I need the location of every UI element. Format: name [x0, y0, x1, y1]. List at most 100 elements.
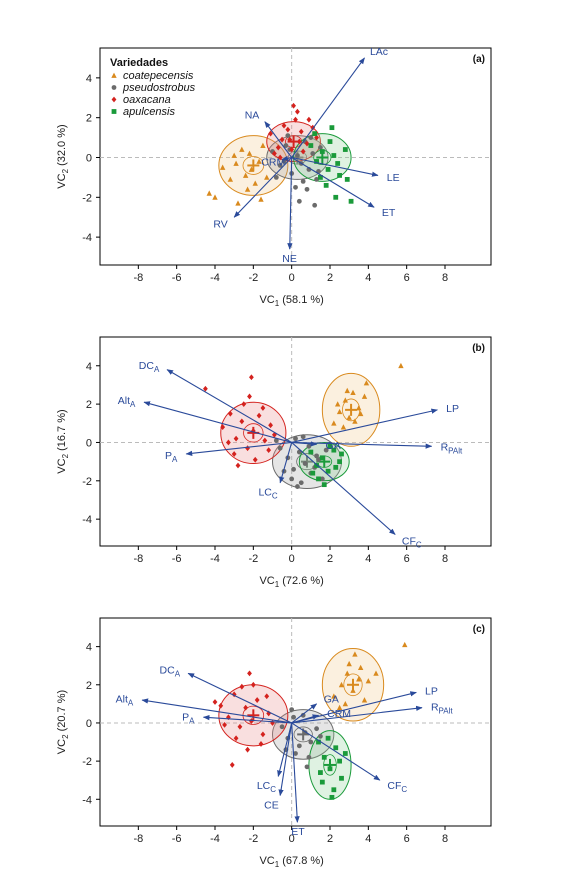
- mean-ellipse-apulcensis: [323, 754, 337, 776]
- point-oaxacana: [233, 435, 239, 442]
- mean-ellipse-coatepecensis: [343, 673, 363, 697]
- point-oaxacana: [239, 418, 245, 425]
- point-oaxacana: [300, 148, 306, 155]
- x-tick-label: 6: [404, 833, 410, 845]
- x-axis-label: VC1 (67.8 %): [259, 855, 323, 869]
- point-apulcensis: [325, 167, 331, 172]
- legend-title: Variedades: [110, 57, 168, 69]
- x-tick-label: -8: [133, 833, 143, 845]
- vector-label-lc: LCC: [257, 780, 276, 794]
- point-pseudostrobus: [293, 751, 298, 756]
- loading-vector-ne: [287, 157, 293, 250]
- vector-label-rv: RV: [213, 219, 227, 231]
- point-pseudostrobus: [312, 202, 318, 208]
- point-pseudostrobus: [273, 175, 279, 180]
- point-coatepecensis: [402, 641, 408, 648]
- point-pseudostrobus: [296, 198, 302, 204]
- legend-entry-coatepecensis: coatepecensis: [123, 70, 194, 82]
- point-oaxacana: [260, 731, 266, 738]
- loading-vector-ce: [278, 722, 293, 797]
- point-coatepecensis: [352, 418, 358, 424]
- point-coatepecensis: [331, 420, 337, 426]
- point-oaxacana: [229, 762, 235, 768]
- point-oaxacana: [298, 128, 304, 135]
- point-coatepecensis: [258, 196, 264, 202]
- y-tick-label: 2: [86, 399, 92, 411]
- vector-label-ga: GA: [324, 693, 339, 705]
- y-tick-label: -4: [82, 514, 92, 526]
- y-tick-label: 0: [86, 437, 92, 449]
- point-oaxacana: [279, 136, 285, 143]
- point-oaxacana: [310, 124, 316, 131]
- y-axis-label: VC2 (32.0 %): [56, 124, 70, 188]
- point-apulcensis: [331, 153, 337, 158]
- point-oaxacana: [203, 385, 208, 392]
- point-pseudostrobus: [300, 178, 306, 184]
- point-apulcensis: [337, 459, 342, 465]
- point-coatepecensis: [344, 387, 350, 394]
- y-tick-label: 0: [86, 718, 92, 730]
- point-coatepecensis: [336, 704, 343, 711]
- point-apulcensis: [325, 468, 331, 474]
- point-pseudostrobus: [279, 724, 285, 730]
- point-oaxacana: [243, 704, 249, 711]
- point-pseudostrobus: [323, 447, 329, 453]
- loading-vector-p: [185, 441, 292, 456]
- legend: Variedadescoatepecensispseudostrobusoaxa…: [110, 57, 196, 118]
- loading-vector-lc: [279, 442, 293, 484]
- point-oaxacana: [277, 154, 283, 161]
- x-tick-label: 6: [404, 553, 410, 565]
- point-coatepecensis: [356, 676, 362, 682]
- point-pseudostrobus: [293, 184, 298, 190]
- point-oaxacana: [212, 699, 218, 705]
- point-coatepecensis: [357, 664, 364, 671]
- vector-label-cf: CFC: [387, 780, 407, 794]
- point-coatepecensis: [334, 401, 341, 407]
- point-pseudostrobus: [304, 186, 310, 192]
- x-tick-label: 4: [365, 833, 371, 845]
- point-coatepecensis: [346, 660, 352, 667]
- point-apulcensis: [331, 447, 337, 453]
- point-coatepecensis: [235, 200, 241, 206]
- point-oaxacana: [249, 374, 254, 381]
- x-tick-label: -4: [210, 553, 220, 565]
- point-pseudostrobus: [316, 457, 321, 463]
- point-coatepecensis: [350, 389, 356, 396]
- vector-label-lp: LP: [446, 403, 459, 415]
- point-pseudostrobus: [295, 153, 300, 158]
- point-coatepecensis: [398, 362, 404, 369]
- legend-entry-oaxacana: oaxacana: [123, 94, 171, 106]
- point-pseudostrobus: [319, 476, 325, 482]
- point-apulcensis: [318, 770, 323, 775]
- vector-label-r: RPAlt: [441, 442, 463, 456]
- point-apulcensis: [314, 463, 319, 468]
- loading-vector-lc: [277, 722, 293, 778]
- y-tick-label: -2: [82, 476, 92, 488]
- point-pseudostrobus: [285, 133, 291, 138]
- point-apulcensis: [344, 176, 350, 182]
- legend-marker-oaxacana: [111, 96, 117, 103]
- point-apulcensis: [333, 194, 339, 200]
- point-pseudostrobus: [304, 764, 310, 770]
- loading-vector-lp: [291, 408, 438, 443]
- vector-label-lp: LP: [425, 685, 438, 697]
- vector-label-crm: CRM: [261, 156, 285, 168]
- legend-entry-apulcensis: apulcensis: [123, 106, 175, 118]
- loading-vector-r: [291, 441, 433, 449]
- x-tick-label: -6: [172, 272, 182, 284]
- legend-marker-coatepecensis: [111, 72, 117, 78]
- vector-label-lc: LCC: [258, 486, 277, 500]
- point-apulcensis: [333, 745, 339, 751]
- point-oaxacana: [227, 410, 233, 417]
- x-tick-label: 0: [289, 833, 295, 845]
- x-tick-label: 2: [327, 272, 333, 284]
- x-tick-label: -6: [172, 833, 182, 845]
- vector-label-et: ET: [291, 826, 305, 838]
- point-apulcensis: [316, 476, 321, 482]
- point-apulcensis: [319, 779, 325, 785]
- point-coatepecensis: [336, 408, 343, 415]
- point-apulcensis: [325, 735, 331, 741]
- point-pseudostrobus: [300, 712, 306, 718]
- point-pseudostrobus: [289, 707, 295, 712]
- point-apulcensis: [323, 182, 329, 188]
